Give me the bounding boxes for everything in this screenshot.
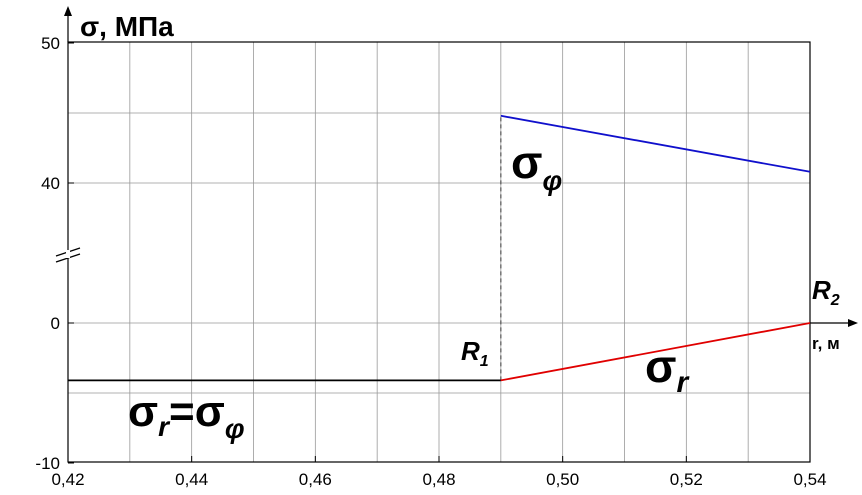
x-tick-label: 0,52	[670, 470, 703, 489]
sigma-r-label: σr	[645, 340, 690, 399]
r2-sub: 2	[830, 292, 840, 309]
r2-base: R	[812, 275, 831, 305]
x-tick-label: 0,50	[546, 470, 579, 489]
x-tick-label: 0,42	[51, 470, 84, 489]
eq-sign: =	[169, 387, 195, 436]
x-tick-label: 0,46	[299, 470, 332, 489]
x-axis-arrowhead	[848, 319, 858, 327]
y-tick-label: 0	[51, 314, 60, 333]
sigma-r-sub: r	[676, 366, 690, 399]
x-tick-label: 0,54	[793, 470, 826, 489]
sigma-equality-label: σr=σφ	[128, 387, 245, 444]
eq-left-sub: r	[158, 411, 171, 442]
x-tick-label: 0,44	[175, 470, 208, 489]
sigma-phi-base: σ	[511, 136, 542, 188]
eq-right-base: σ	[195, 387, 225, 436]
axes	[55, 6, 858, 464]
sigma-phi-label: σφ	[511, 136, 562, 196]
series-line	[500, 322, 811, 382]
series-lines	[68, 114, 811, 382]
sigma-r-base: σ	[645, 340, 676, 392]
x-axis-label: r, м	[812, 334, 840, 353]
tick-labels: 0,42 0,44 0,46 0,48 0,50 0,52 0,54 50 40 0 -10	[35, 34, 826, 489]
y-tick-label: 40	[41, 174, 60, 193]
y-axis-arrowhead	[64, 6, 72, 16]
eq-left-base: σ	[128, 387, 158, 436]
r1-base: R	[461, 336, 480, 366]
y-axis-label: σ, МПа	[80, 11, 174, 42]
axis-break-gap	[66, 250, 70, 258]
r1-label: R1	[461, 336, 489, 370]
eq-right-sub: φ	[225, 413, 245, 444]
r1-sub: 1	[480, 353, 489, 370]
grid	[68, 42, 810, 462]
series-line	[500, 114, 811, 173]
r2-label: R2	[812, 275, 840, 309]
x-tick-label: 0,48	[422, 470, 455, 489]
y-tick-label: -10	[35, 454, 60, 473]
sigma-phi-sub: φ	[542, 165, 562, 196]
y-tick-label: 50	[41, 34, 60, 53]
